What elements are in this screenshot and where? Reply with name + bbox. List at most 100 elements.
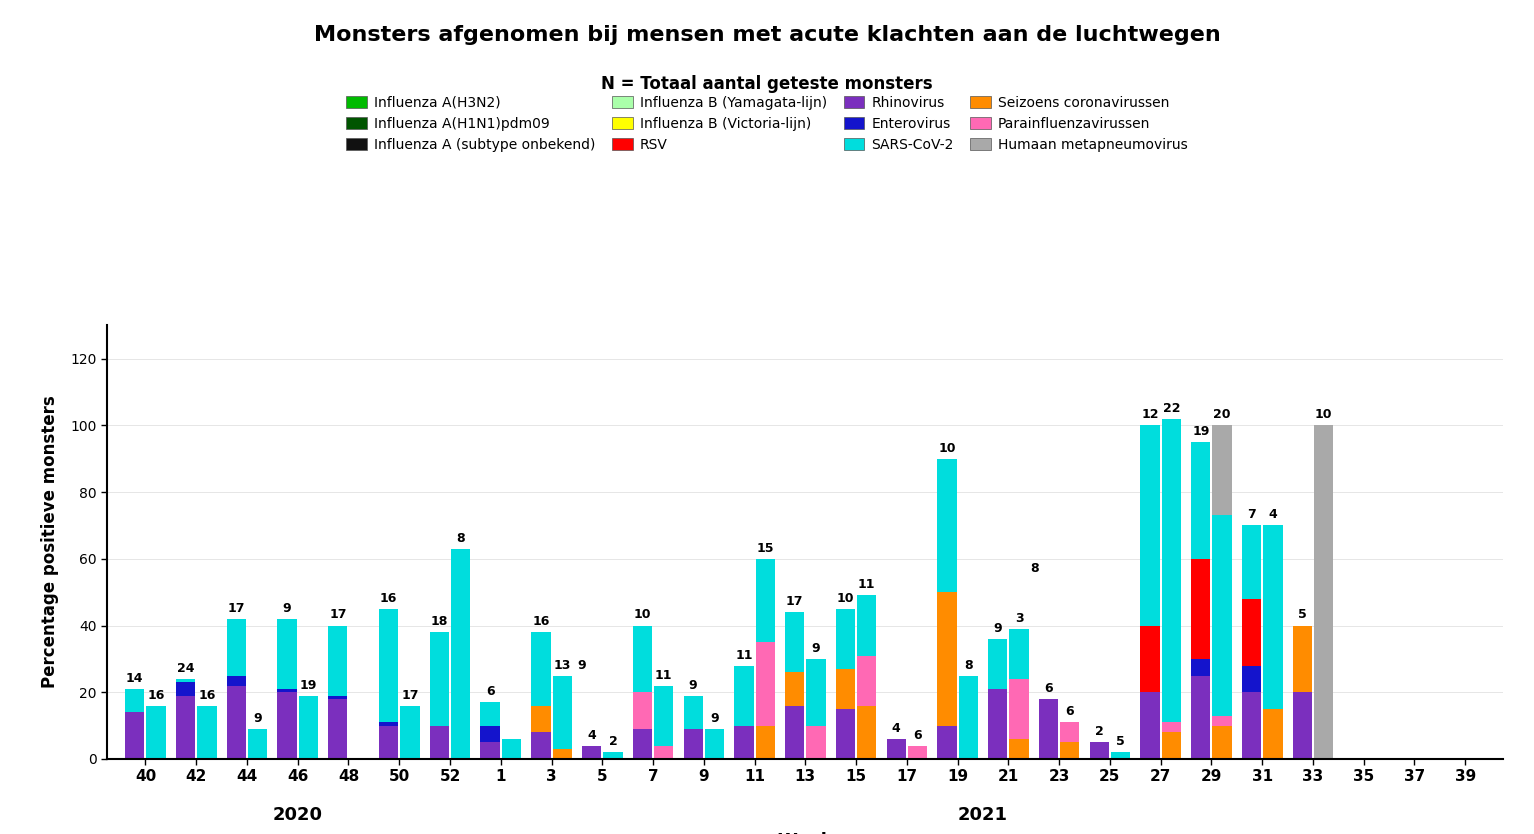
Legend: Influenza A(H3N2), Influenza A(H1N1)pdm09, Influenza A (subtype onbekend), Influ: Influenza A(H3N2), Influenza A(H1N1)pdm0…: [341, 90, 1193, 158]
Bar: [451, 549, 471, 759]
Text: 9: 9: [710, 712, 719, 725]
Bar: [653, 686, 673, 746]
Bar: [1009, 679, 1029, 739]
Text: 16: 16: [198, 689, 216, 701]
Text: 10: 10: [836, 592, 854, 605]
Bar: [1243, 525, 1261, 599]
Text: 17: 17: [330, 609, 347, 621]
Bar: [146, 706, 166, 759]
Text: 22: 22: [1163, 402, 1180, 414]
Bar: [937, 726, 957, 759]
Bar: [299, 696, 318, 759]
Text: 11: 11: [858, 579, 876, 591]
Bar: [1212, 425, 1232, 515]
Bar: [581, 746, 601, 759]
Bar: [1009, 739, 1029, 759]
Text: 16: 16: [147, 689, 164, 701]
Bar: [1161, 419, 1181, 722]
Bar: [785, 672, 804, 706]
Bar: [1009, 629, 1029, 679]
Bar: [328, 696, 348, 699]
Bar: [1140, 626, 1160, 692]
Text: 16: 16: [380, 592, 397, 605]
Bar: [400, 706, 420, 759]
Bar: [126, 712, 144, 759]
Bar: [756, 726, 775, 759]
Bar: [1161, 722, 1181, 732]
Text: 9: 9: [994, 622, 1002, 635]
Text: 6: 6: [1066, 706, 1074, 718]
Bar: [379, 726, 399, 759]
Bar: [887, 739, 907, 759]
Bar: [278, 689, 296, 692]
Text: 9: 9: [282, 602, 291, 615]
Bar: [735, 666, 753, 726]
Text: 24: 24: [176, 662, 195, 675]
Bar: [959, 676, 979, 759]
Text: 2021: 2021: [959, 806, 1008, 824]
Text: 3: 3: [1016, 612, 1023, 625]
Text: 7: 7: [1247, 509, 1256, 521]
Text: 8: 8: [457, 532, 465, 545]
Text: 17: 17: [785, 595, 804, 608]
Bar: [328, 699, 348, 759]
Bar: [430, 632, 449, 726]
Text: 4: 4: [1269, 509, 1278, 521]
Bar: [176, 679, 195, 682]
Bar: [1190, 659, 1210, 676]
Bar: [531, 732, 551, 759]
Text: 12: 12: [1141, 409, 1158, 421]
Text: 9: 9: [253, 712, 262, 725]
Bar: [807, 726, 825, 759]
Text: 13: 13: [554, 659, 571, 671]
Bar: [1060, 742, 1080, 759]
Bar: [988, 689, 1008, 759]
Text: 6: 6: [1045, 682, 1052, 695]
Bar: [632, 626, 652, 692]
Text: 14: 14: [126, 672, 144, 685]
Text: 8: 8: [1029, 562, 1039, 575]
Bar: [1243, 666, 1261, 692]
Text: Monsters afgenomen bij mensen met acute klachten aan de luchtwegen: Monsters afgenomen bij mensen met acute …: [313, 25, 1221, 45]
Bar: [227, 619, 245, 676]
Bar: [632, 692, 652, 729]
Text: 4: 4: [891, 722, 900, 735]
Bar: [176, 696, 195, 759]
Bar: [126, 689, 144, 712]
Text: 9: 9: [811, 642, 821, 655]
Bar: [1089, 742, 1109, 759]
Text: Week: Week: [778, 831, 833, 834]
Text: 15: 15: [756, 542, 775, 555]
Bar: [1212, 515, 1232, 716]
Bar: [278, 692, 296, 759]
Bar: [908, 746, 927, 759]
Text: 11: 11: [655, 669, 672, 681]
Bar: [1212, 726, 1232, 759]
Bar: [684, 729, 703, 759]
Text: 20: 20: [1213, 409, 1230, 421]
Bar: [1190, 442, 1210, 559]
Text: 10: 10: [1315, 409, 1333, 421]
Bar: [552, 749, 572, 759]
Text: 4: 4: [588, 729, 597, 741]
Text: 18: 18: [431, 615, 448, 628]
Bar: [756, 642, 775, 726]
Bar: [735, 726, 753, 759]
Bar: [249, 729, 267, 759]
Text: 17: 17: [227, 602, 245, 615]
Bar: [1293, 626, 1312, 692]
Bar: [531, 632, 551, 706]
Bar: [1293, 692, 1312, 759]
Bar: [756, 559, 775, 642]
Bar: [502, 739, 522, 759]
Bar: [785, 706, 804, 759]
Bar: [858, 656, 876, 706]
Bar: [1243, 599, 1261, 666]
Bar: [379, 609, 399, 722]
Bar: [379, 722, 399, 726]
Bar: [328, 626, 348, 696]
Bar: [176, 682, 195, 696]
Bar: [1190, 559, 1210, 659]
Text: 10: 10: [634, 609, 650, 621]
Bar: [836, 669, 854, 709]
